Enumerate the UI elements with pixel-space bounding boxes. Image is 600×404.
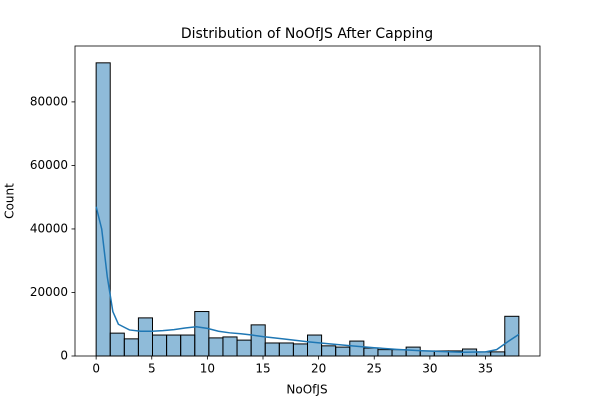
- x-tick-label: 10: [200, 362, 215, 376]
- kde-line: [95, 206, 520, 353]
- x-tick-label: 25: [367, 362, 382, 376]
- x-tick-label: 30: [422, 362, 437, 376]
- x-tick-label: 20: [311, 362, 326, 376]
- bar: [166, 334, 182, 357]
- bar: [180, 334, 196, 357]
- bar: [391, 349, 407, 357]
- x-tick-label: 5: [148, 362, 156, 376]
- bar: [208, 337, 224, 357]
- bar: [490, 351, 506, 357]
- y-axis-label: Count: [3, 183, 17, 219]
- x-axis-label: NoOfJS: [286, 383, 327, 397]
- y-tick-label: 80000: [30, 94, 68, 108]
- plot-frame: [74, 45, 541, 357]
- bar: [95, 62, 111, 357]
- x-tick-label: 35: [478, 362, 493, 376]
- bar: [292, 343, 309, 357]
- bar: [264, 342, 280, 357]
- y-tick-label: 0: [60, 349, 68, 363]
- bar: [222, 336, 238, 357]
- bar: [363, 347, 379, 357]
- bar: [335, 346, 351, 357]
- bar: [123, 338, 139, 357]
- bar: [236, 339, 252, 357]
- bar: [405, 346, 421, 357]
- bar: [194, 311, 210, 357]
- bar: [307, 334, 323, 357]
- bar: [349, 340, 365, 357]
- bar: [250, 324, 266, 357]
- x-tick-label: 0: [92, 362, 100, 376]
- bar: [278, 342, 294, 357]
- y-tick-label: 40000: [30, 221, 68, 235]
- chart-title: Distribution of NoOfJS After Capping: [181, 26, 433, 42]
- bar: [321, 345, 337, 357]
- bar: [137, 317, 154, 357]
- bar: [152, 334, 168, 357]
- bar: [377, 349, 393, 357]
- y-tick-label: 20000: [30, 285, 68, 299]
- x-tick-label: 15: [255, 362, 270, 376]
- y-tick-label: 60000: [30, 158, 68, 172]
- bar: [109, 332, 125, 357]
